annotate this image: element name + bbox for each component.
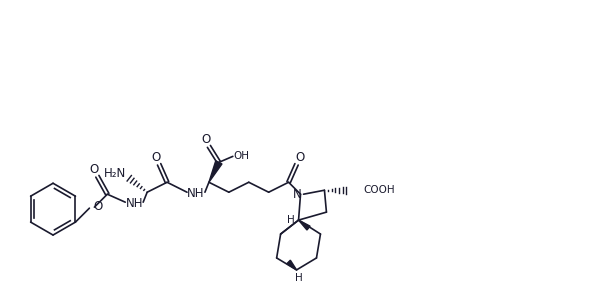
Text: O: O	[90, 163, 99, 176]
Text: N: N	[293, 188, 302, 201]
Text: H: H	[295, 273, 303, 283]
Text: O: O	[152, 151, 161, 164]
Polygon shape	[209, 161, 222, 182]
Text: OH: OH	[234, 151, 250, 161]
Text: O: O	[93, 200, 103, 213]
Text: NH: NH	[125, 197, 143, 210]
Text: H: H	[287, 215, 295, 225]
Text: O: O	[295, 151, 304, 164]
Text: NH: NH	[187, 187, 204, 200]
Text: H₂N: H₂N	[104, 167, 126, 180]
Text: COOH: COOH	[363, 185, 395, 195]
Text: O: O	[201, 133, 211, 146]
Polygon shape	[287, 260, 297, 270]
Polygon shape	[298, 220, 310, 230]
